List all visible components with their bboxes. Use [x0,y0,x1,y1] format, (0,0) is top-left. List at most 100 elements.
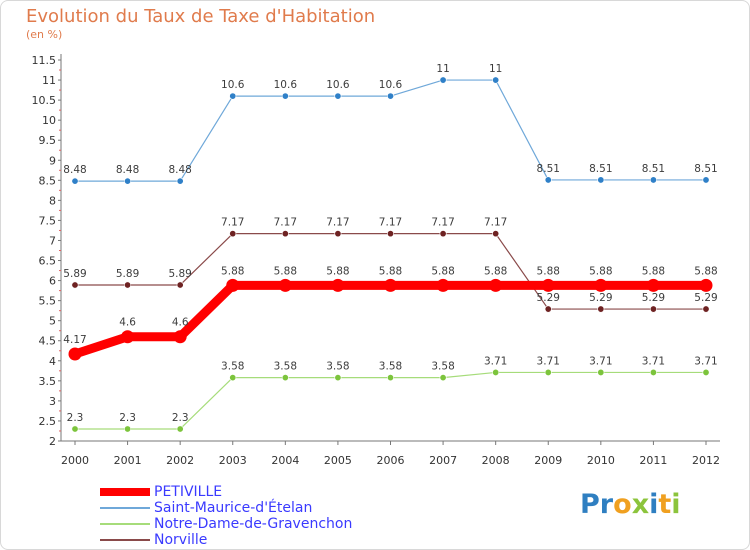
data-label-norville: 5.29 [694,292,717,304]
y-tick-label: 10 [42,114,56,127]
data-point-notre-dame-de-gravenchon [492,368,500,376]
data-point-notre-dame-de-gravenchon [124,425,132,433]
data-label-norville: 5.89 [168,268,191,280]
data-label-notre-dame-de-gravenchon: 3.71 [589,355,612,367]
y-tick-label: 6 [49,275,56,288]
data-point-norville [281,230,289,238]
data-label-petiville: 4.6 [172,317,189,329]
data-point-saint-maurice-d-etelan [386,92,394,100]
chart-title: Evolution du Taux de Taxe d'Habitation [26,6,376,27]
data-point-petiville [68,347,82,361]
data-point-norville [176,281,184,289]
data-label-petiville: 5.88 [589,265,612,277]
data-point-saint-maurice-d-etelan [124,177,132,185]
legend-swatch-norville [100,539,150,541]
logo-letter: o [613,489,632,520]
legend-label-norville: Norville [154,532,208,548]
data-point-saint-maurice-d-etelan [597,176,605,184]
legend-label-notre-dame: Notre-Dame-de-Gravenchon [154,516,353,532]
data-point-norville [124,281,132,289]
data-label-saint-maurice-d-etelan: 8.48 [116,164,139,176]
x-tick-label: 2001 [114,454,142,467]
data-labels-layer: 8.48 8.48 8.48 10.6 10.6 10.6 10.6 11 11 8.51 8.51… [63,63,717,424]
data-label-notre-dame-de-gravenchon: 2.3 [67,412,84,424]
data-point-norville [334,230,342,238]
data-point-norville [229,230,237,238]
data-label-petiville: 5.88 [379,265,402,277]
data-label-saint-maurice-d-etelan: 11 [436,63,449,75]
data-label-petiville: 4.6 [119,317,136,329]
data-point-saint-maurice-d-etelan [439,76,447,84]
data-point-notre-dame-de-gravenchon [544,368,552,376]
data-label-norville: 7.17 [221,217,244,229]
data-label-petiville: 5.88 [642,265,665,277]
data-label-saint-maurice-d-etelan: 8.51 [642,163,665,175]
data-label-saint-maurice-d-etelan: 8.51 [589,163,612,175]
data-label-notre-dame-de-gravenchon: 2.3 [172,412,189,424]
data-point-petiville [173,330,187,344]
x-tick-label: 2003 [219,454,247,467]
data-label-saint-maurice-d-etelan: 8.51 [694,163,717,175]
data-label-notre-dame-de-gravenchon: 3.71 [694,355,717,367]
data-label-norville: 7.17 [431,217,454,229]
y-tick-label: 9.5 [39,134,57,147]
data-point-saint-maurice-d-etelan [702,176,710,184]
y-tick-label: 2 [49,435,56,448]
x-tick-label: 2010 [587,454,615,467]
data-point-saint-maurice-d-etelan [71,177,79,185]
y-tick-label: 8.5 [39,174,57,187]
data-label-saint-maurice-d-etelan: 8.48 [168,164,191,176]
data-label-saint-maurice-d-etelan: 10.6 [379,79,403,91]
data-label-saint-maurice-d-etelan: 8.51 [537,163,560,175]
data-point-norville [597,305,605,313]
data-label-petiville: 5.88 [221,265,244,277]
data-label-notre-dame-de-gravenchon: 3.58 [221,361,244,373]
data-label-petiville: 4.17 [63,334,86,346]
x-tick-label: 2002 [166,454,194,467]
data-label-saint-maurice-d-etelan: 10.6 [326,79,350,91]
data-point-notre-dame-de-gravenchon [597,368,605,376]
logo-letter: x [631,489,650,520]
y-tick-label: 10.5 [32,94,57,107]
logo-letter: P [580,489,600,520]
x-tick-label: 2006 [377,454,405,467]
y-tick-label: 11 [42,74,56,87]
data-point-petiville [699,278,713,292]
logo-letter: i [671,489,681,520]
logo-letter: t [658,489,672,520]
chart-axes: 2 2.5 3 3.5 4 4.5 5 5.5 6 6.5 7 7.5 8 8.5 9 9.5 10 10.5 11… [32,54,720,467]
data-point-saint-maurice-d-etelan [492,76,500,84]
data-point-norville [492,230,500,238]
legend-swatch-notre-dame [100,523,150,525]
data-point-notre-dame-de-gravenchon [229,374,237,382]
y-tick-label: 6.5 [39,255,57,268]
data-label-petiville: 5.88 [431,265,454,277]
data-point-norville [649,305,657,313]
data-label-norville: 7.17 [379,217,402,229]
data-label-norville: 5.89 [63,268,86,280]
data-point-notre-dame-de-gravenchon [71,425,79,433]
data-point-petiville [384,278,397,292]
data-point-notre-dame-de-gravenchon [176,425,184,433]
data-label-norville: 5.29 [537,292,560,304]
data-label-notre-dame-de-gravenchon: 3.58 [326,361,349,373]
data-label-petiville: 5.88 [274,265,297,277]
data-label-notre-dame-de-gravenchon: 3.71 [537,355,560,367]
data-label-petiville: 5.88 [694,265,717,277]
data-point-saint-maurice-d-etelan [176,177,184,185]
data-point-norville [702,305,710,313]
data-point-saint-maurice-d-etelan [334,92,342,100]
data-point-petiville [489,278,503,292]
data-label-norville: 5.29 [589,292,612,304]
y-tick-label: 3 [49,395,56,408]
data-label-notre-dame-de-gravenchon: 2.3 [119,412,136,424]
x-tick-label: 2007 [429,454,457,467]
y-tick-label: 7.5 [39,214,57,227]
logo-letter: i [649,489,659,520]
data-point-norville [386,230,394,238]
y-tick-label: 5.5 [39,295,57,308]
data-point-petiville [594,278,608,292]
data-point-notre-dame-de-gravenchon [439,374,447,382]
x-tick-label: 2012 [692,454,720,467]
data-label-saint-maurice-d-etelan: 11 [489,63,502,75]
